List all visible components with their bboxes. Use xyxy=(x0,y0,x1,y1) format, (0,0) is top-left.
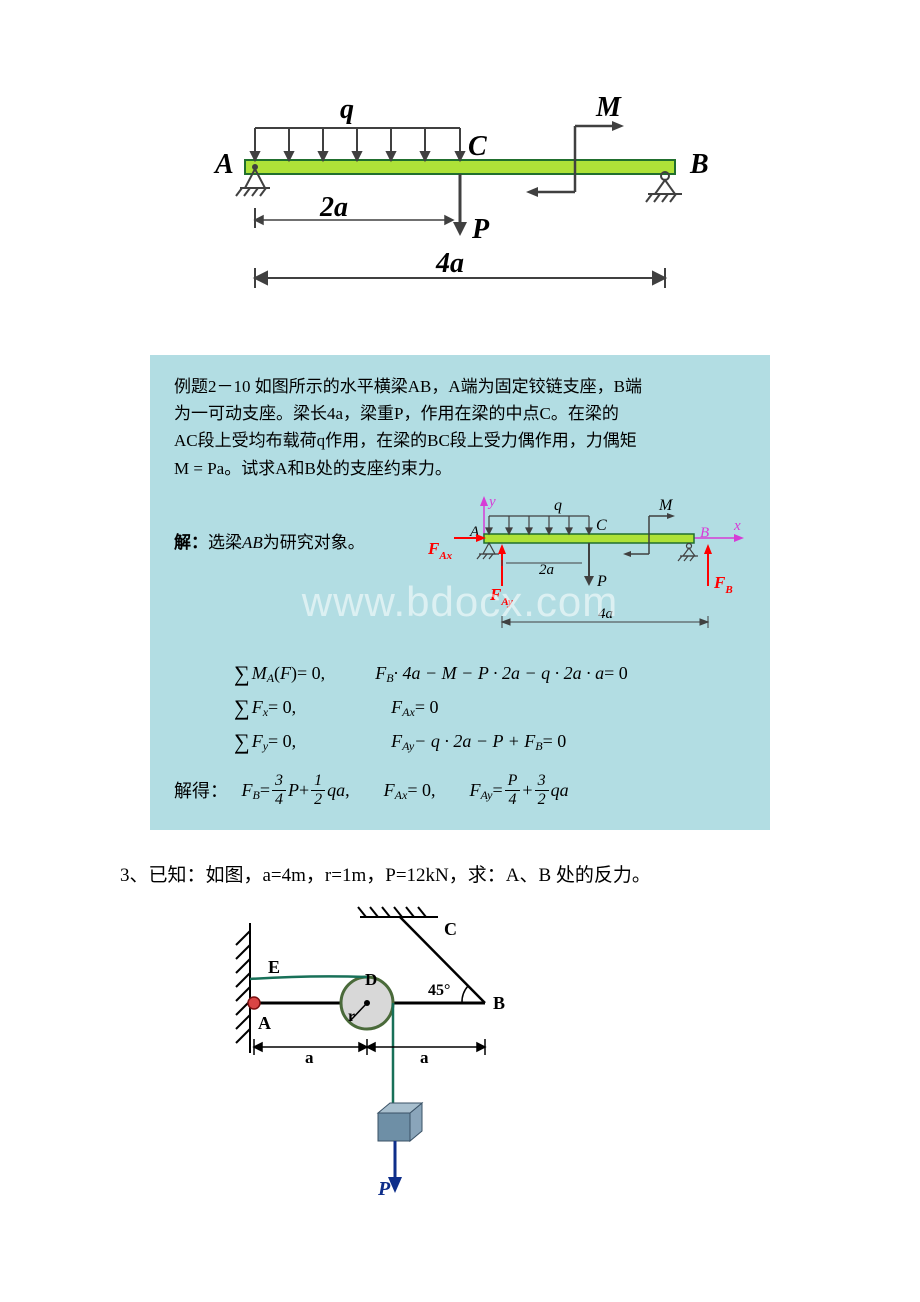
problem-statement: 例题2－10 如图所示的水平横梁AB，A端为固定铰链支座，B端 为一可动支座。梁… xyxy=(174,373,746,482)
svg-text:A: A xyxy=(258,1013,271,1033)
svg-text:B: B xyxy=(689,149,709,180)
svg-text:q: q xyxy=(340,94,354,125)
svg-text:a: a xyxy=(420,1048,429,1067)
beam-diagram-1: A B xyxy=(200,80,720,325)
svg-text:E: E xyxy=(268,957,280,977)
svg-text:C: C xyxy=(596,517,607,534)
svg-text:45°: 45° xyxy=(428,982,450,999)
svg-text:2a: 2a xyxy=(319,192,348,223)
svg-text:x: x xyxy=(733,518,741,534)
svg-text:B: B xyxy=(493,993,505,1013)
svg-text:r: r xyxy=(348,1008,355,1025)
svg-text:D: D xyxy=(365,970,377,989)
eq-fy: ∑ Fy = 0, FAy − q · 2a − P + FB = 0 xyxy=(234,729,746,755)
eq-answers: 解得： FB = 34 P + 12 qa, FAx = 0, FAy = P4… xyxy=(174,773,746,808)
eq-fx: ∑ Fx = 0, FAx = 0 xyxy=(234,695,746,721)
solve-label: 解：选梁AB为研究对象。 xyxy=(174,533,365,552)
svg-text:C: C xyxy=(468,131,487,162)
question-3-text: 3、已知：如图，a=4m，r=1m，P=12kN，求：A、B 处的反力。 xyxy=(120,860,800,887)
svg-text:A: A xyxy=(213,149,234,180)
svg-text:2a: 2a xyxy=(539,562,554,578)
svg-text:B: B xyxy=(700,525,709,541)
svg-text:P: P xyxy=(377,1178,391,1200)
svg-text:P: P xyxy=(596,573,607,590)
svg-text:FAx: FAx xyxy=(427,539,453,562)
svg-text:y: y xyxy=(487,494,496,510)
solution-box: 例题2－10 如图所示的水平横梁AB，A端为固定铰链支座，B端 为一可动支座。梁… xyxy=(150,355,770,830)
svg-text:q: q xyxy=(554,497,562,514)
pulley-diagram: B A E C 45° D r xyxy=(210,903,540,1208)
svg-text:FAy: FAy xyxy=(489,585,513,608)
svg-text:M: M xyxy=(658,497,674,514)
svg-text:4a: 4a xyxy=(435,248,464,279)
svg-text:a: a xyxy=(305,1048,314,1067)
svg-text:C: C xyxy=(444,919,457,939)
svg-text:M: M xyxy=(595,92,622,123)
svg-text:4a: 4a xyxy=(598,606,613,622)
eq-moment: ∑ MA(F) = 0, FB · 4a − M − P · 2a − q · … xyxy=(234,661,746,687)
solve-body: 选梁AB为研究对象。 xyxy=(208,533,365,552)
svg-text:P: P xyxy=(471,214,490,245)
svg-text:FB: FB xyxy=(713,573,733,596)
fbd-svg: y x xyxy=(384,488,754,648)
